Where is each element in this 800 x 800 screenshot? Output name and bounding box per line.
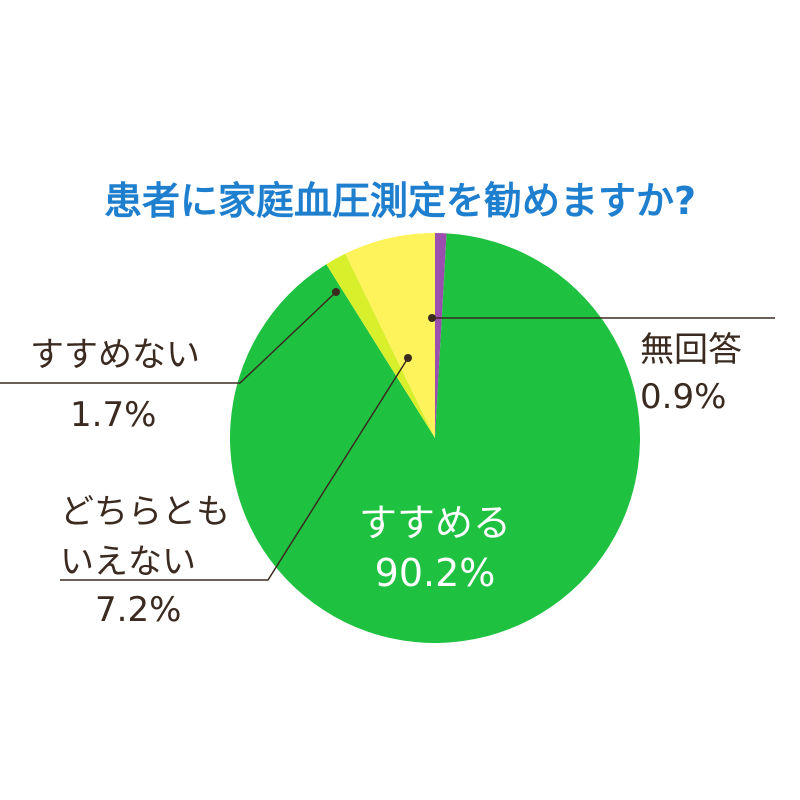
category-label: どちらとも いえない (60, 492, 230, 582)
leader-dot (404, 354, 412, 362)
pie-slice (230, 233, 641, 643)
value-label: 7.2% (95, 590, 182, 630)
pie-slice (345, 233, 435, 438)
category-label: すすめない (30, 335, 200, 375)
leader-dot (428, 314, 436, 322)
value-label: 1.7% (70, 395, 157, 435)
category-label: 無回答 (640, 330, 742, 370)
value-label: 90.2% (374, 551, 496, 595)
category-label: すすめる (358, 501, 511, 545)
leader-line (60, 357, 409, 581)
leader-line (0, 291, 337, 384)
leader-dot (332, 288, 340, 296)
chart-title: 患者に家庭血圧測定を勧めますか? (103, 179, 697, 223)
pie-slice (435, 233, 447, 438)
value-label: 0.9% (640, 377, 727, 417)
pie-slice (326, 253, 435, 438)
